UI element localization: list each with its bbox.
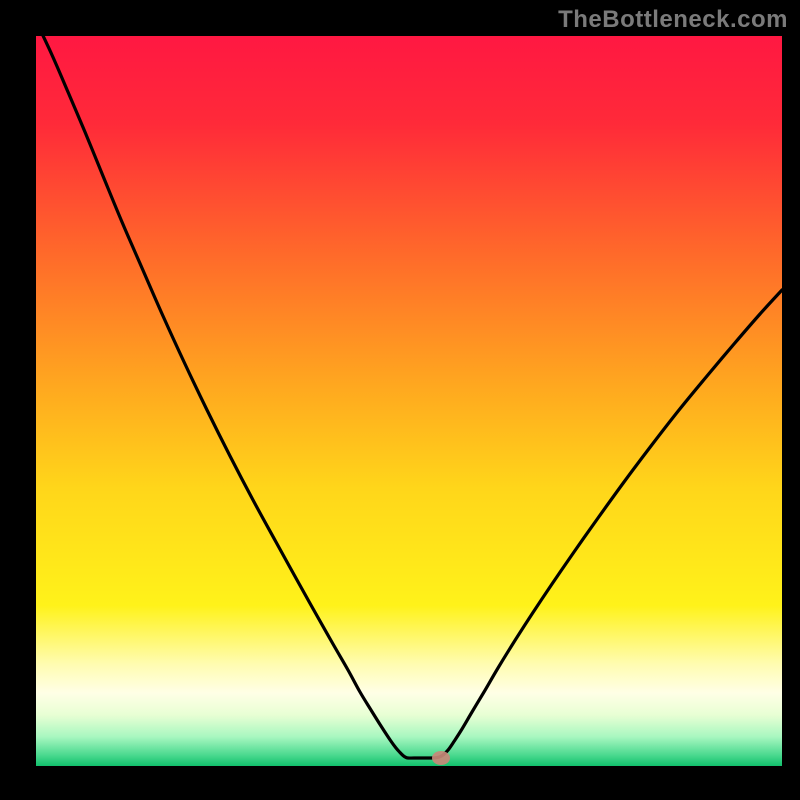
chart-container: TheBottleneck.com [0,0,800,800]
chart-plot-area [36,36,782,766]
optimal-point-marker [432,751,450,765]
bottleneck-chart [0,0,800,800]
watermark-text: TheBottleneck.com [558,6,788,34]
